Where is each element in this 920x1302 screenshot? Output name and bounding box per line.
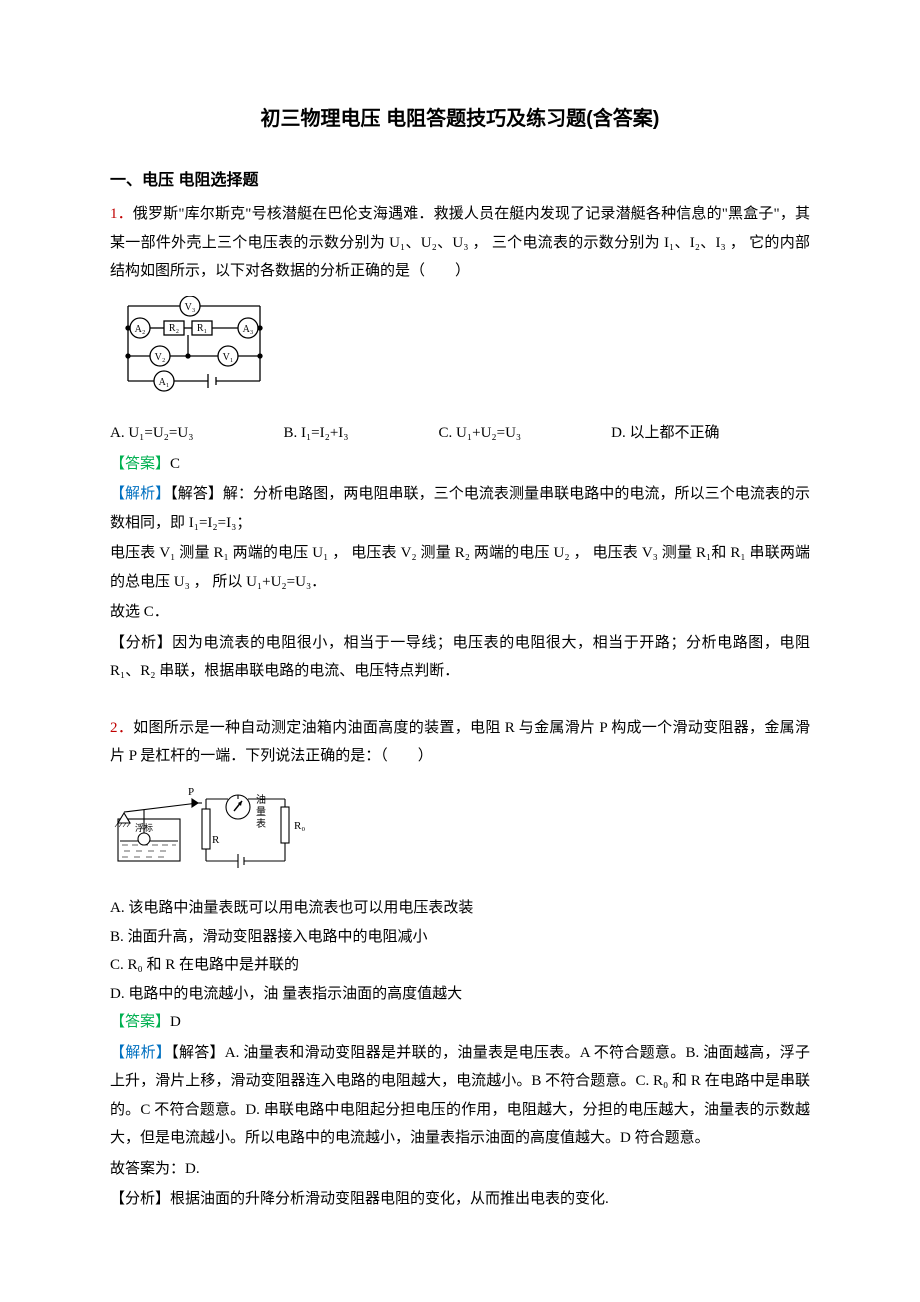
q1-opt-c: C. U₁+U₂=U₃ [439,419,522,448]
q2-opt-b: B. 油面升高，滑动变阻器接入电路中的电阻减小 [110,923,810,952]
q2-exp1: 【解答】A. 油量表和滑动变阻器是并联的，油量表是电压表。A 不符合题意。B. … [110,1045,810,1147]
q1-opt-b: B. I₁=I₂+I₃ [283,419,348,448]
label-gauge3: 表 [256,817,266,830]
q1-options: A. U₁=U₂=U₃ B. I₁=I₂+I₃ C. U₁+U₂=U₃ D. 以… [110,419,810,448]
label-v1: V₁ [223,352,234,363]
q2-number: 2． [110,720,133,736]
label-a1: A₁ [159,377,170,388]
q1-exp1: 【解答】解：分析电路图，两电阻串联，三个电流表测量串联电路中的电流，所以三个电流… [110,486,810,531]
page-title: 初三物理电压 电阻答题技巧及练习题(含答案) [110,100,810,138]
label-v2: V₂ [155,352,166,363]
q2-opt-d: D. 电路中的电流越小，油 量表指示油面的高度值越大 [110,980,810,1009]
q1-stem: 1．俄罗斯"库尔斯克"号核潜艇在巴伦支海遇难．救援人员在艇内发现了记录潜艇各种信… [110,200,810,286]
label-v3: V₃ [185,302,196,313]
label-p: P [188,786,194,798]
q2-explanation-1: 【解析】【解答】A. 油量表和滑动变阻器是并联的，油量表是电压表。A 不符合题意… [110,1039,810,1153]
q1-number: 1． [110,206,133,222]
section-heading: 一、电压 电阻选择题 [110,166,810,196]
q1-explanation-1: 【解析】【解答】解：分析电路图，两电阻串联，三个电流表测量串联电路中的电流，所以… [110,480,810,537]
label-r1: R₁ [197,323,207,334]
q2-analysis-label: 【解析】 [110,1045,171,1061]
q2-diagram-figure: P 浮标 R R₀ 油 量 表 [110,781,810,887]
q2-answer-line: 【答案】D [110,1008,810,1037]
spacer-1 [110,688,810,714]
q1-opt-d: D. 以上都不正确 [611,419,719,448]
q1-exp4: 【分析】因为电流表的电阻很小，相当于一导线；电压表的电阻很大，相当于开路；分析电… [110,629,810,686]
q2-answer: D [170,1014,181,1030]
q2-exp2: 故答案为：D. [110,1155,810,1184]
q1-opt-a: A. U₁=U₂=U₃ [110,419,193,448]
q1-answer-label: 【答案】 [110,456,170,472]
label-r2: R₂ [169,323,179,334]
q1-circuit-figure: V₃ A₂ R₂ R₁ A₃ V₂ V₁ A₁ [110,296,810,412]
label-gauge2: 量 [256,806,266,818]
q2-stem-text: 如图所示是一种自动测定油箱内油面高度的装置，电阻 R 与金属滑片 P 构成一个滑… [110,720,810,765]
q2-opt-c: C. R₀ 和 R 在电路中是并联的 [110,951,810,980]
label-a3: A₃ [243,324,254,335]
q2-opt-a: A. 该电路中油量表既可以用电流表也可以用电压表改装 [110,894,810,923]
q2-exp3: 【分析】根据油面的升降分析滑动变阻器电阻的变化，从而推出电表的变化. [110,1185,810,1214]
q1-exp3: 故选 C． [110,598,810,627]
label-r0: R₀ [294,820,305,832]
q2-stem: 2．如图所示是一种自动测定油箱内油面高度的装置，电阻 R 与金属滑片 P 构成一… [110,714,810,771]
label-gauge1: 油 [256,793,266,806]
label-a2: A₂ [135,324,146,335]
q1-answer-line: 【答案】C [110,450,810,479]
q2-answer-label: 【答案】 [110,1014,170,1030]
q1-exp2: 电压表 V₁ 测量 R₁ 两端的电压 U₁ ， 电压表 V₂ 测量 R₂ 两端的… [110,539,810,596]
q1-analysis-label: 【解析】 [110,486,170,502]
q2-options: A. 该电路中油量表既可以用电流表也可以用电压表改装 B. 油面升高，滑动变阻器… [110,894,810,1008]
label-r: R [212,834,220,846]
q1-answer: C [170,456,180,472]
q1-stem-text: 俄罗斯"库尔斯克"号核潜艇在巴伦支海遇难．救援人员在艇内发现了记录潜艇各种信息的… [110,206,810,279]
label-float: 浮标 [135,822,153,833]
